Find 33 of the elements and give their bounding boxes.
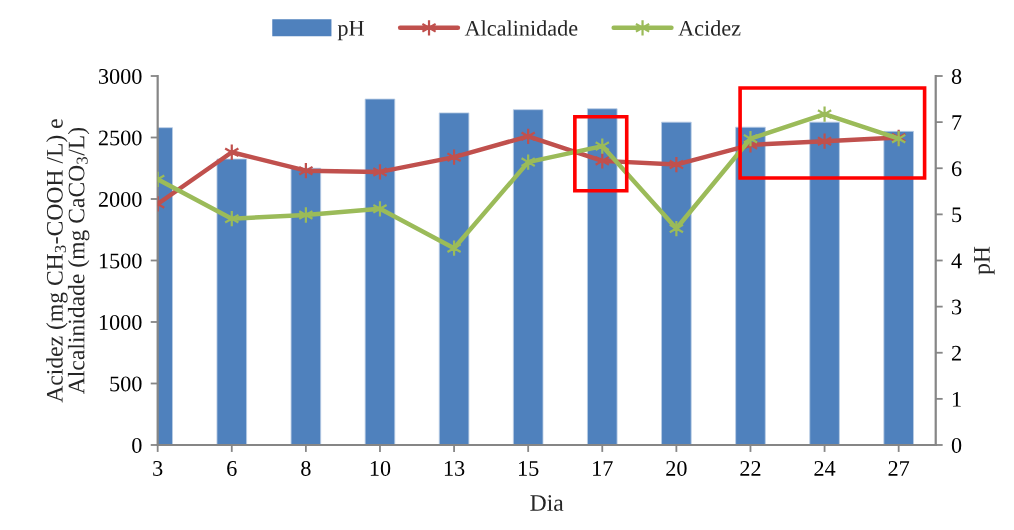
x-tick-label: 3: [153, 460, 163, 476]
y2-tick-label: 6: [951, 161, 962, 177]
y2-tick-label: 4: [951, 253, 962, 269]
y2-tick-label: 8: [951, 68, 962, 84]
x-tick-label: 10: [370, 460, 391, 476]
y-tick-label: 1000: [99, 314, 142, 330]
legend-label: pH: [337, 21, 364, 41]
y2-tick-label: 7: [952, 115, 962, 130]
y-tick-label: 1500: [99, 253, 142, 269]
legend-label: Alcalinidade: [464, 20, 578, 36]
y2-tick-label: 1: [952, 391, 961, 407]
x-tick-label: 24: [814, 460, 836, 476]
x-tick-label: 8: [301, 460, 311, 476]
x-tick-label: 27: [888, 460, 910, 476]
x-tick-label: 20: [666, 460, 687, 476]
x-tick-label: 13: [444, 460, 465, 476]
y2-axis-title: pH: [974, 246, 995, 275]
legend-label: Acidez: [678, 20, 741, 36]
y-tick-label: 0: [132, 437, 142, 453]
x-tick-label: 17: [593, 461, 613, 476]
x-tick-label: 6: [227, 460, 237, 476]
y2-tick-label: 2: [951, 345, 961, 361]
y-tick-label: 500: [110, 376, 142, 392]
y-axis-title: Acidez (mg CH$_{3}$-COOH /L) e Alcalinidade (mg CaCO$_{3}$/L): [46, 119, 90, 403]
x-tick-label: 22: [740, 460, 761, 476]
x-tick-label: 15: [519, 461, 539, 476]
y-tick-label: 2000: [98, 191, 142, 207]
x-axis-title: Dia: [530, 495, 564, 511]
y-tick-label: 2500: [98, 130, 142, 146]
y2-tick-label: 5: [952, 207, 962, 223]
y2-tick-label: 0: [951, 437, 962, 453]
y-tick-label: 3000: [99, 68, 142, 84]
y2-tick-label: 3: [952, 299, 962, 315]
